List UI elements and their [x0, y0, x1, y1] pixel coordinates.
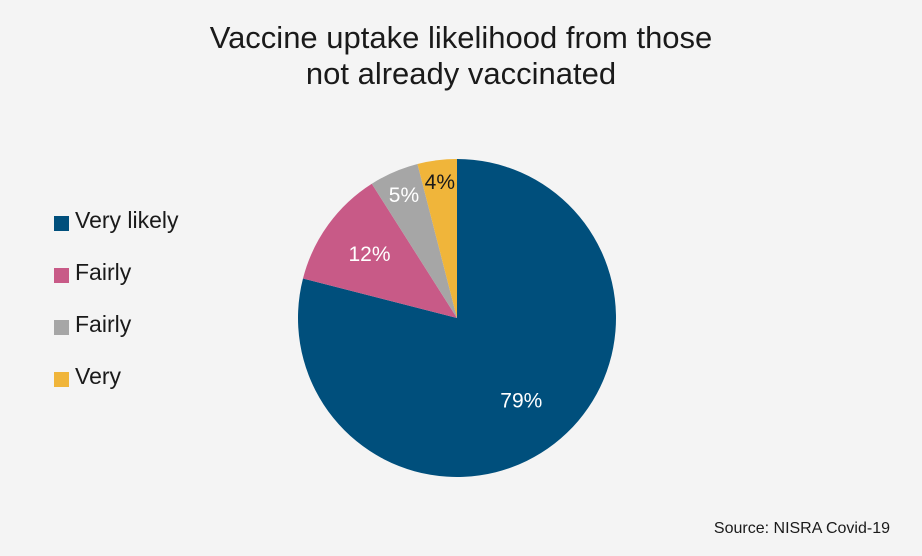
legend-label-very-unlikely: Very: [75, 362, 122, 389]
slice-label-very-unlikely: 4%: [425, 171, 455, 194]
legend-swatch-very-unlikely: [54, 371, 69, 387]
pie-slice-fairly-unlikely: [371, 163, 457, 318]
legend-swatch-fairly-likely: [54, 267, 69, 283]
legend-swatch-fairly-unlikely: [54, 319, 69, 335]
legend-item-fairly-unlikely: Fairly: [54, 298, 179, 350]
slice-label-very-likely: 79%: [500, 389, 542, 412]
pie-slice-very-unlikely: [417, 159, 457, 318]
legend-label-fairly-likely: Fairly: [75, 258, 132, 285]
chart-title: Vaccine uptake likelihood from those not…: [0, 20, 922, 92]
legend-swatch-very-likely: [54, 215, 69, 231]
chart-title-line-1: Vaccine uptake likelihood from those: [209, 20, 713, 55]
legend-item-very-unlikely: Very: [54, 350, 179, 402]
legend-label-fairly-unlikely: Fairly: [75, 310, 132, 337]
legend-item-very-likely: Very likely: [54, 194, 179, 246]
legend-item-fairly-likely: Fairly: [54, 246, 179, 298]
chart-title-line-2: not already vaccinated: [305, 56, 617, 91]
source-note: Source: NISRA Covid-19: [713, 520, 890, 537]
legend: Very likely Fairly Fairly Very: [54, 194, 179, 402]
legend-label-very-likely: Very likely: [75, 206, 179, 233]
slice-label-fairly-likely: 12%: [349, 243, 391, 266]
pie-slice-fairly-likely: [302, 183, 457, 318]
slice-label-fairly-unlikely: 5%: [389, 184, 419, 207]
